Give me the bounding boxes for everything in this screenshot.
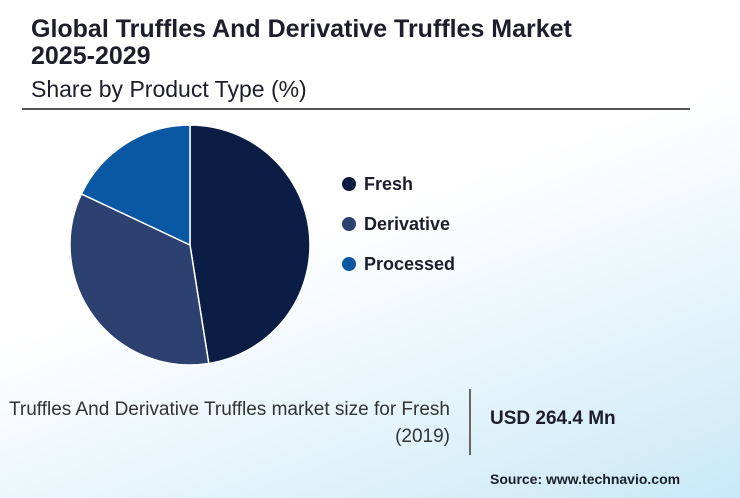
source-line: Source: www.technavio.com bbox=[490, 471, 680, 487]
legend-swatch-derivative bbox=[342, 217, 356, 231]
legend-item-processed: Processed bbox=[342, 252, 455, 276]
legend-swatch-processed bbox=[342, 257, 356, 271]
legend-swatch-fresh bbox=[342, 177, 356, 191]
source-link[interactable]: www.technavio.com bbox=[546, 471, 681, 487]
source-label: Source: bbox=[490, 471, 547, 487]
chart-legend: Fresh Derivative Processed bbox=[342, 172, 455, 292]
legend-item-fresh: Fresh bbox=[342, 172, 455, 196]
market-size-value: USD 264.4 Mn bbox=[490, 408, 616, 429]
legend-label-processed: Processed bbox=[364, 253, 456, 274]
market-size-label: Truffles And Derivative Truffles market … bbox=[8, 399, 450, 447]
legend-item-derivative: Derivative bbox=[342, 212, 455, 236]
chart-title: Global Truffles And Derivative Truffles … bbox=[31, 15, 572, 70]
legend-label-fresh: Fresh bbox=[364, 173, 414, 194]
pie-slice-fresh bbox=[189, 124, 311, 365]
pie-slice-processed bbox=[80, 124, 191, 247]
title-divider bbox=[22, 108, 690, 110]
footer-divider bbox=[469, 389, 471, 455]
legend-label-derivative: Derivative bbox=[364, 213, 451, 234]
pie-slice-derivative bbox=[69, 192, 210, 366]
chart-subtitle: Share by Product Type (%) bbox=[31, 76, 307, 102]
